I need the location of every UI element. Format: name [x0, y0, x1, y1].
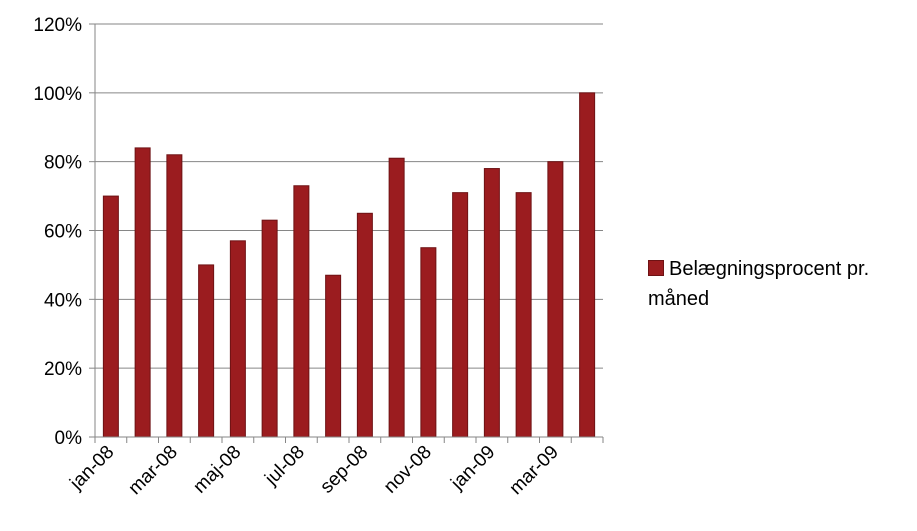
bar	[388, 157, 405, 438]
bar	[325, 274, 342, 438]
legend-label: Belægningsprocent pr. måned	[648, 258, 870, 310]
x-tick-label: jan-09	[446, 442, 499, 495]
bar	[515, 192, 532, 438]
bar	[102, 195, 119, 438]
axes	[89, 23, 604, 443]
y-tick-labels: 0% 20% 40% 60% 80% 100% 120%	[33, 15, 82, 449]
x-tick-label: maj-08	[189, 442, 245, 498]
x-tick-label: mar-09	[506, 442, 563, 499]
y-tick-label: 80%	[44, 153, 82, 174]
bar	[579, 92, 596, 438]
legend-swatch	[648, 260, 664, 276]
bar	[483, 168, 500, 438]
x-tick-label: nov-08	[380, 442, 436, 498]
bar	[547, 161, 564, 438]
bar	[356, 212, 373, 438]
x-tick-label: jul-08	[260, 442, 308, 490]
y-tick-label: 60%	[44, 222, 82, 243]
y-tick-label: 120%	[33, 15, 82, 36]
bar	[166, 154, 183, 438]
legend: Belægningsprocent pr. måned	[648, 254, 910, 314]
x-tick-label: mar-08	[125, 442, 182, 499]
x-tick-labels: jan-08 mar-08 maj-08 jul-08 sep-08 nov-08 jan-…	[65, 442, 562, 499]
bar	[452, 192, 469, 438]
bar	[293, 185, 310, 438]
bars	[102, 92, 596, 438]
y-tick-label: 0%	[55, 428, 83, 449]
bar	[229, 240, 246, 438]
y-tick-label: 40%	[44, 290, 82, 311]
bar	[261, 219, 278, 438]
bar	[198, 264, 215, 438]
bar	[420, 247, 437, 438]
x-tick-label: jan-08	[65, 442, 118, 495]
x-tick-label: sep-08	[316, 442, 372, 498]
y-tick-label: 100%	[33, 84, 82, 105]
bar	[134, 147, 151, 438]
y-tick-label: 20%	[44, 359, 82, 380]
